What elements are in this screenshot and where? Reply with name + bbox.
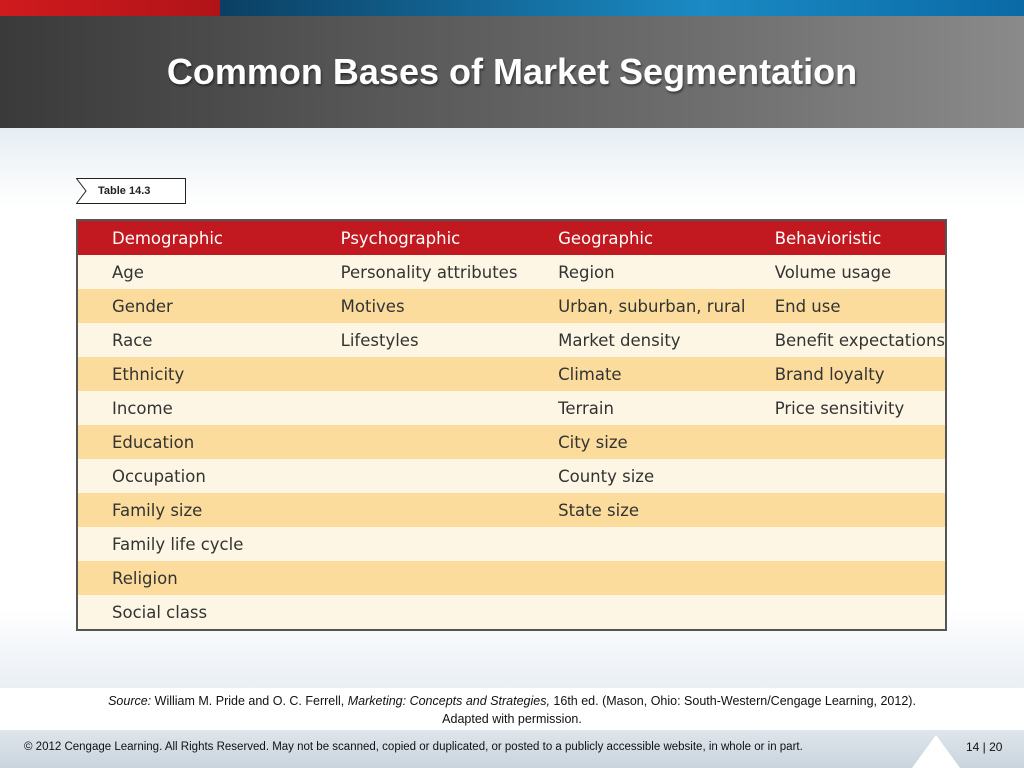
source-citation: Source: William M. Pride and O. C. Ferre… — [100, 692, 924, 728]
table-cell — [340, 391, 559, 425]
table-cell: State size — [558, 493, 775, 527]
table-cell — [774, 527, 946, 561]
table-cell — [340, 493, 559, 527]
table-row: Education City size — [77, 425, 946, 459]
table-cell: End use — [774, 289, 946, 323]
source-book-title: Marketing: Concepts and Strategies, — [347, 694, 550, 708]
table-row: Gender Motives Urban, suburban, rural En… — [77, 289, 946, 323]
slide-number: 14 | 20 — [966, 740, 1003, 754]
top-accent-strip — [0, 0, 1024, 16]
table-row: Religion — [77, 561, 946, 595]
table-cell: Income — [77, 391, 341, 425]
table-cell: Brand loyalty — [774, 357, 946, 391]
table-cell: City size — [558, 425, 775, 459]
table-tag-chevron-icon — [76, 178, 186, 204]
table-cell: Ethnicity — [77, 357, 341, 391]
table-row: Age Personality attributes Region Volume… — [77, 255, 946, 289]
table-cell — [340, 561, 559, 595]
table-cell: Urban, suburban, rural — [558, 289, 775, 323]
table-cell — [774, 561, 946, 595]
header-psychographic: Psychographic — [340, 220, 559, 255]
title-band — [0, 16, 1024, 128]
table-header-row: Demographic Psychographic Geographic Beh… — [77, 220, 946, 255]
table-cell: Gender — [77, 289, 341, 323]
table-row: Social class — [77, 595, 946, 630]
table-row: Race Lifestyles Market density Benefit e… — [77, 323, 946, 357]
table-cell: County size — [558, 459, 775, 493]
table-cell — [774, 493, 946, 527]
table-cell — [340, 357, 559, 391]
table-tag: Table 14.3 — [76, 178, 186, 204]
table-row: Income Terrain Price sensitivity — [77, 391, 946, 425]
table-cell: Social class — [77, 595, 341, 630]
copyright-notice: © 2012 Cengage Learning. All Rights Rese… — [24, 741, 803, 753]
table-row: Occupation County size — [77, 459, 946, 493]
table-cell: Motives — [340, 289, 559, 323]
table-cell — [340, 527, 559, 561]
table-cell: Personality attributes — [340, 255, 559, 289]
top-accent-blue — [220, 0, 1024, 16]
table-tag-label: Table 14.3 — [98, 185, 151, 197]
table-cell: Family life cycle — [77, 527, 341, 561]
table-cell: Family size — [77, 493, 341, 527]
table-cell: Volume usage — [774, 255, 946, 289]
table-cell — [774, 425, 946, 459]
header-demographic: Demographic — [77, 220, 341, 255]
table-cell: Lifestyles — [340, 323, 559, 357]
source-authors: William M. Pride and O. C. Ferrell, — [151, 694, 348, 708]
table-cell: Race — [77, 323, 341, 357]
table-cell: Benefit expectations — [774, 323, 946, 357]
table-cell: Region — [558, 255, 775, 289]
top-accent-red — [0, 0, 220, 16]
table-cell — [774, 459, 946, 493]
table-cell: Climate — [558, 357, 775, 391]
footer-notch — [912, 735, 960, 768]
source-details: 16th ed. (Mason, Ohio: South-Western/Cen… — [442, 694, 916, 726]
table-cell: Age — [77, 255, 341, 289]
table-cell — [340, 425, 559, 459]
table-row: Family size State size — [77, 493, 946, 527]
header-geographic: Geographic — [558, 220, 775, 255]
table-cell — [558, 527, 775, 561]
page-title: Common Bases of Market Segmentation — [166, 51, 858, 92]
table-row: Ethnicity Climate Brand loyalty — [77, 357, 946, 391]
table-cell — [774, 595, 946, 630]
table-cell: Occupation — [77, 459, 341, 493]
table-cell: Religion — [77, 561, 341, 595]
table-cell: Market density — [558, 323, 775, 357]
table-cell: Education — [77, 425, 341, 459]
table-row: Family life cycle — [77, 527, 946, 561]
footer-band — [0, 730, 1024, 768]
table-cell: Price sensitivity — [774, 391, 946, 425]
segmentation-table: Demographic Psychographic Geographic Beh… — [76, 219, 947, 631]
table-cell: Terrain — [558, 391, 775, 425]
table-cell — [558, 595, 775, 630]
table-cell — [340, 459, 559, 493]
table-cell — [340, 595, 559, 630]
table-cell — [558, 561, 775, 595]
header-behavioristic: Behavioristic — [774, 220, 946, 255]
source-label: Source: — [108, 694, 152, 708]
